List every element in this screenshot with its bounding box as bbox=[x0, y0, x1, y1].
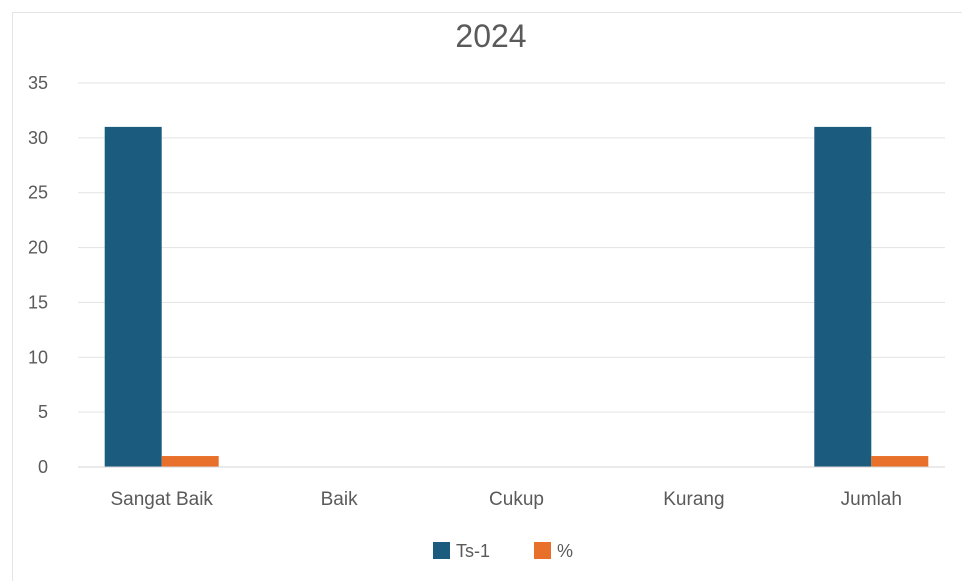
x-category-label: Sangat Baik bbox=[110, 489, 213, 510]
bar-percent-sangat-baik bbox=[161, 456, 219, 467]
y-tick-label: 0 bbox=[38, 457, 48, 477]
y-axis-ticks: 0 5 10 15 20 25 30 35 bbox=[28, 73, 48, 477]
gridlines bbox=[78, 82, 945, 413]
x-axis-categories: Sangat Baik Baik Cukup Kurang Jumlah bbox=[110, 489, 901, 510]
chart-card bbox=[12, 12, 962, 581]
bar-percent-jumlah bbox=[871, 456, 929, 467]
legend-label: Ts-1 bbox=[456, 541, 490, 561]
y-tick-label: 15 bbox=[28, 292, 48, 312]
y-tick-label: 20 bbox=[28, 238, 48, 258]
y-tick-label: 30 bbox=[28, 128, 48, 148]
y-tick-label: 10 bbox=[28, 347, 48, 367]
legend-label: % bbox=[557, 541, 573, 561]
x-category-label: Jumlah bbox=[841, 489, 902, 510]
x-category-label: Kurang bbox=[663, 489, 724, 510]
x-category-label: Cukup bbox=[489, 489, 544, 510]
chart-title: 2024 bbox=[455, 18, 526, 54]
y-tick-label: 35 bbox=[28, 73, 48, 93]
y-tick-label: 5 bbox=[38, 402, 48, 422]
bar-ts-1-sangat-baik bbox=[104, 126, 162, 467]
legend-swatch bbox=[534, 542, 551, 559]
y-tick-label: 25 bbox=[28, 183, 48, 203]
x-category-label: Baik bbox=[321, 489, 358, 510]
legend-swatch bbox=[433, 542, 450, 559]
legend: Ts-1% bbox=[433, 541, 573, 561]
bars bbox=[104, 126, 929, 467]
bar-ts-1-jumlah bbox=[814, 126, 872, 467]
